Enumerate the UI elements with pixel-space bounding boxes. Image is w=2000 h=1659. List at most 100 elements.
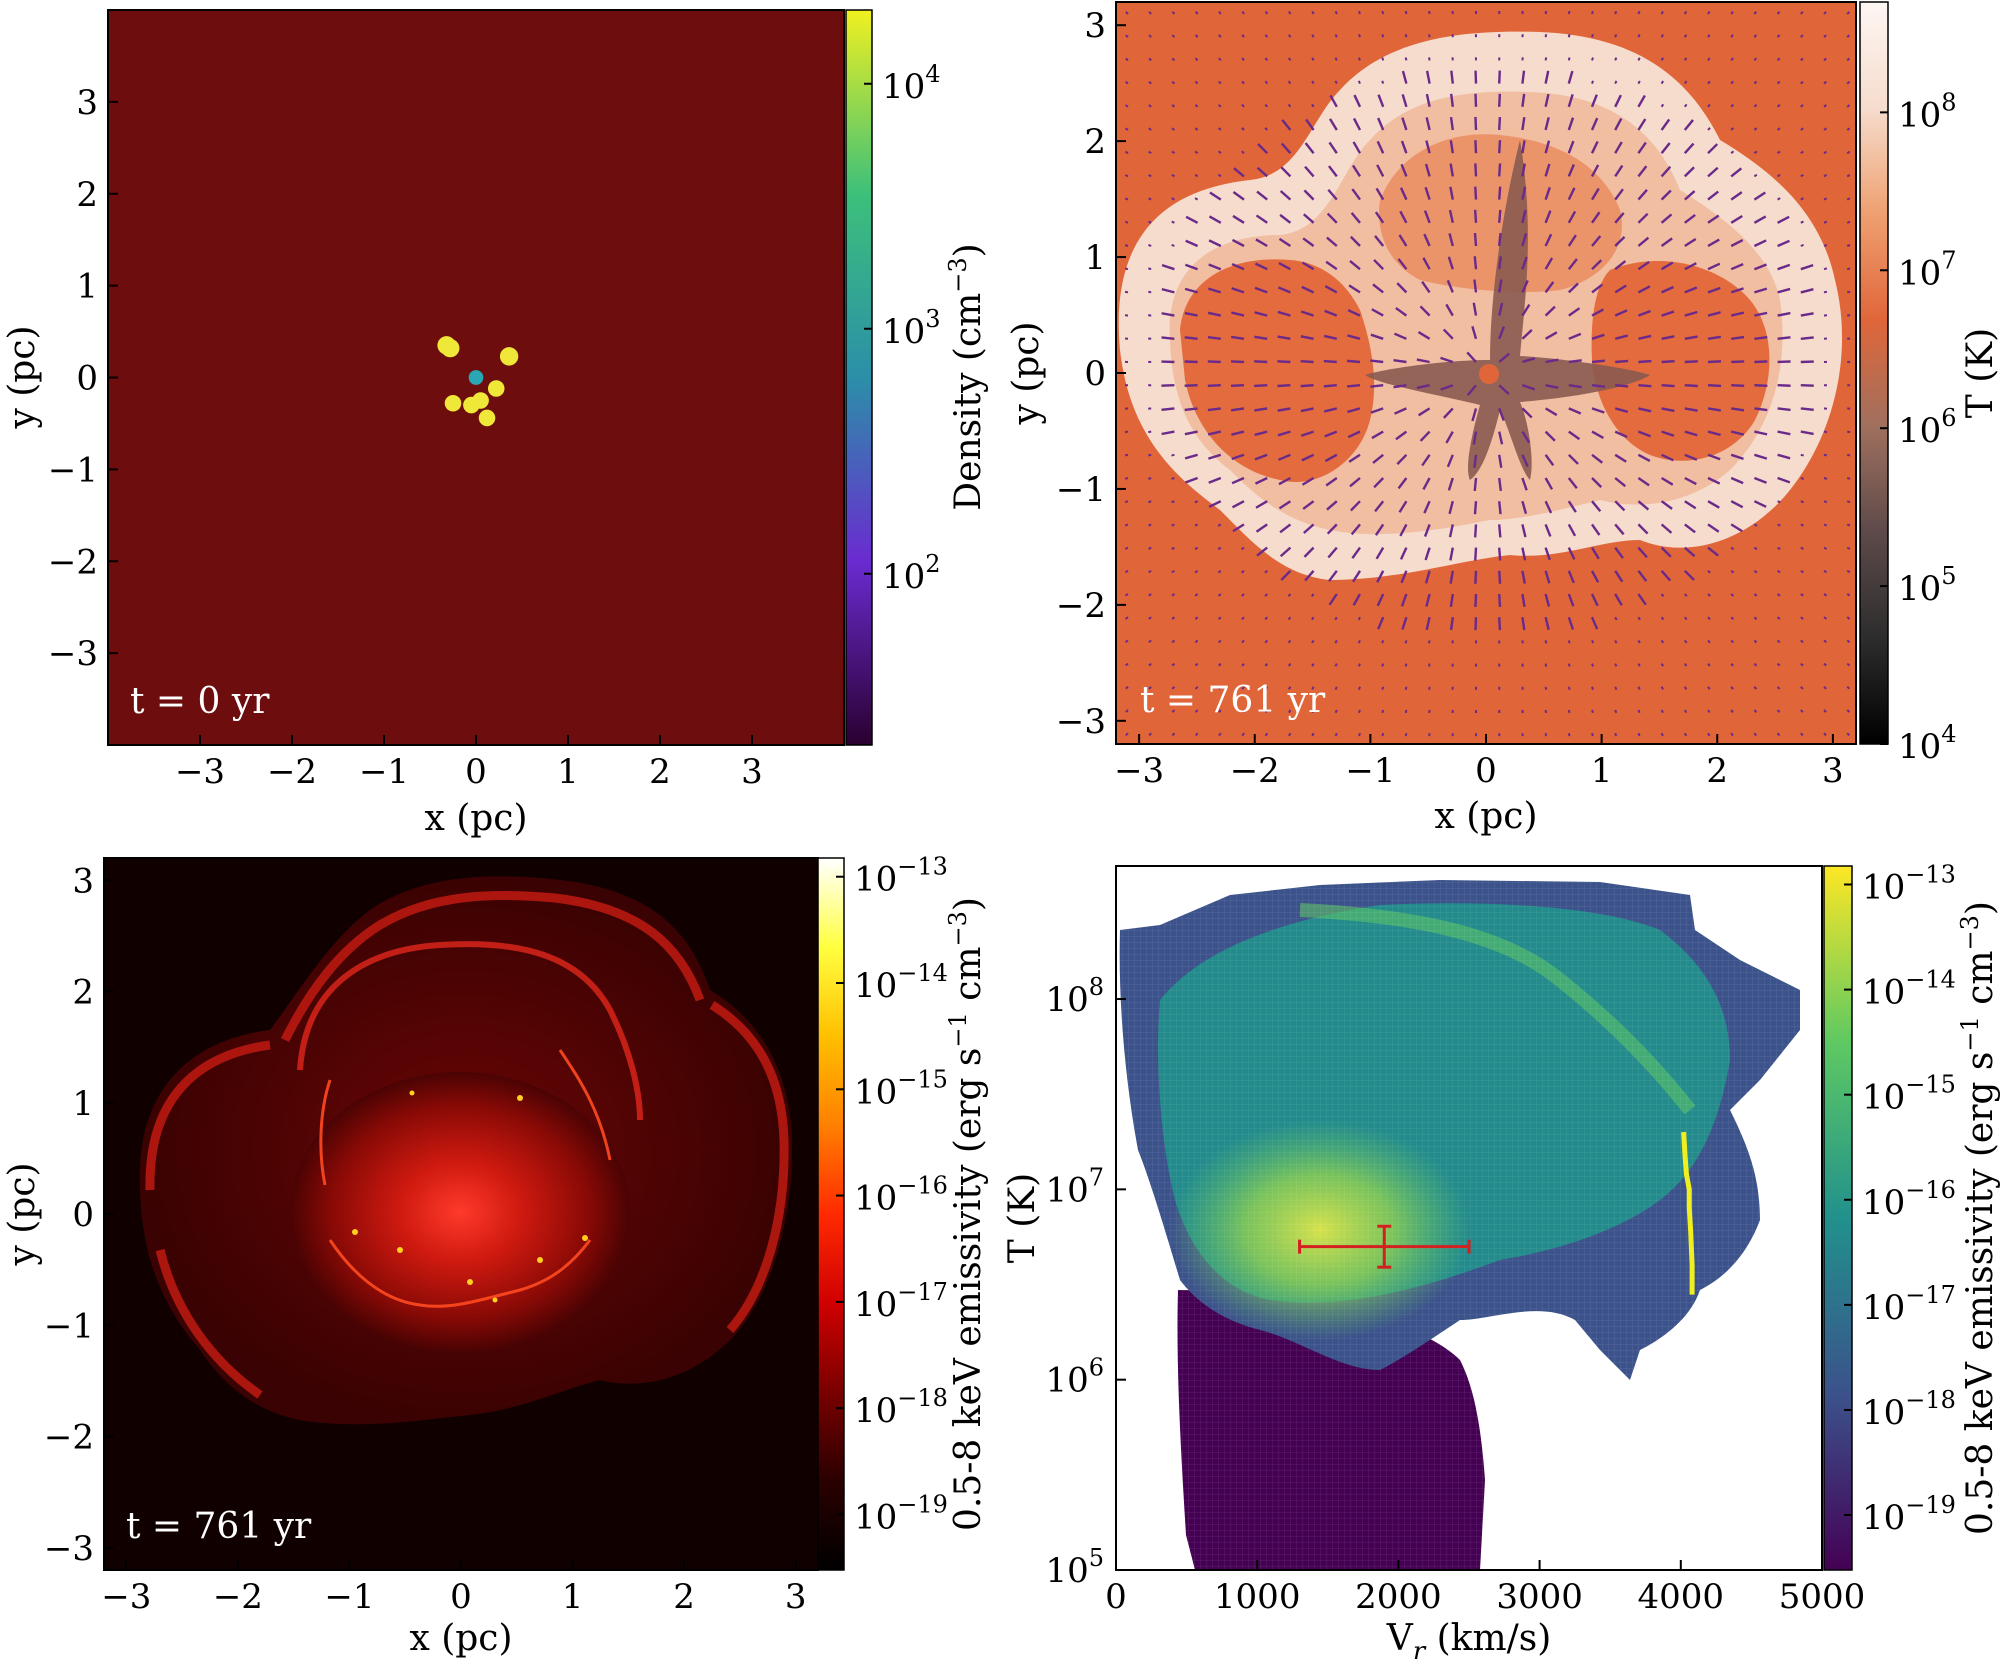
- velocity-arrow: [1544, 70, 1550, 84]
- velocity-arrow: [1171, 639, 1176, 644]
- velocity-arrow: [1637, 500, 1650, 511]
- velocity-arrow: [1399, 523, 1408, 537]
- velocity-arrow: [1638, 334, 1652, 340]
- velocity-arrow: [1754, 453, 1768, 460]
- velocity-arrow: [1445, 303, 1454, 317]
- velocity-arrow: [1207, 335, 1221, 340]
- velocity-arrow: [1449, 116, 1454, 131]
- p2-y-ticks: −3 −2 −1 0 1 2 3: [1056, 6, 1126, 742]
- velocity-arrow: [1351, 188, 1361, 201]
- p4-y-label: T (K): [1002, 1173, 1043, 1263]
- velocity-arrow: [1800, 34, 1804, 38]
- velocity-arrow: [1425, 93, 1431, 108]
- velocity-arrow: [1471, 408, 1478, 422]
- velocity-arrow: [1303, 213, 1315, 224]
- velocity-arrow: [1327, 165, 1338, 178]
- velocity-arrow: [1241, 662, 1245, 667]
- velocity-arrow: [1683, 166, 1695, 178]
- velocity-arrow: [1591, 640, 1595, 644]
- velocity-arrow: [1707, 335, 1722, 340]
- x-tick-label: 3: [785, 1577, 807, 1617]
- velocity-arrow: [1376, 593, 1385, 607]
- velocity-arrow: [1171, 593, 1175, 597]
- y-tick-label: −3: [48, 634, 98, 674]
- velocity-arrow: [1823, 523, 1828, 527]
- velocity-arrow: [1591, 259, 1603, 271]
- velocity-arrow: [1707, 214, 1720, 224]
- velocity-arrow: [1401, 616, 1408, 630]
- velocity-arrow: [1171, 523, 1175, 527]
- velocity-arrow: [1311, 10, 1315, 15]
- velocity-arrow: [1614, 284, 1627, 294]
- velocity-arrow: [1184, 311, 1198, 317]
- velocity-arrow: [1591, 235, 1602, 247]
- velocity-arrow: [1161, 312, 1175, 317]
- velocity-arrow: [1357, 686, 1361, 690]
- velocity-arrow: [1730, 127, 1735, 131]
- velocity-arrow: [1684, 593, 1688, 597]
- velocity-arrow: [1498, 70, 1501, 84]
- velocity-arrow: [1754, 360, 1768, 364]
- velocity-arrow: [1311, 663, 1315, 667]
- p2-y-label: y (pc): [1006, 321, 1047, 425]
- colorbar-tick-label: 10−18: [854, 1384, 948, 1431]
- velocity-arrow: [1800, 523, 1804, 527]
- velocity-arrow: [1233, 167, 1245, 178]
- velocity-arrow: [1730, 639, 1734, 644]
- velocity-arrow: [1800, 616, 1804, 620]
- velocity-arrow: [1326, 212, 1338, 224]
- velocity-arrow: [1590, 546, 1600, 560]
- density-clump: [441, 338, 460, 358]
- velocity-arrow: [1148, 11, 1152, 15]
- velocity-arrow: [1614, 500, 1626, 512]
- velocity-arrow: [1148, 244, 1152, 247]
- colorbar-tick-label: 10−13: [1862, 861, 1956, 908]
- velocity-arrow: [1846, 593, 1851, 597]
- velocity-arrow: [1194, 616, 1199, 620]
- velocity-arrow: [1208, 453, 1222, 460]
- velocity-arrow: [1395, 307, 1408, 317]
- velocity-arrow: [1325, 260, 1338, 271]
- y-tick-label: 2: [72, 973, 94, 1013]
- velocity-arrow: [1423, 233, 1431, 247]
- velocity-arrow: [1660, 142, 1671, 154]
- colorbar-tick-label: 10−17: [854, 1278, 948, 1325]
- density-clump: [487, 380, 505, 397]
- velocity-arrow: [1614, 141, 1623, 154]
- velocity-arrow: [1334, 639, 1338, 644]
- velocity-arrow: [1194, 546, 1199, 551]
- velocity-arrow: [1404, 686, 1408, 690]
- velocity-arrow: [1300, 384, 1314, 388]
- velocity-arrow: [1305, 118, 1315, 131]
- velocity-arrow: [1637, 260, 1650, 271]
- velocity-arrow: [1300, 407, 1314, 413]
- velocity-arrow: [1614, 709, 1618, 714]
- velocity-arrow: [1707, 238, 1720, 248]
- velocity-arrow: [1544, 686, 1548, 690]
- velocity-arrow: [1544, 663, 1548, 667]
- velocity-arrow: [1800, 57, 1804, 62]
- velocity-arrow: [1404, 732, 1408, 737]
- velocity-arrow: [1498, 617, 1502, 631]
- velocity-arrow: [1334, 57, 1338, 61]
- velocity-arrow: [1544, 547, 1551, 561]
- velocity-arrow: [1823, 616, 1828, 620]
- y-tick-label: −2: [1056, 586, 1106, 626]
- velocity-arrow: [1334, 616, 1338, 621]
- velocity-arrow: [1846, 104, 1851, 108]
- x-tick-label: 2000: [1355, 1577, 1442, 1617]
- velocity-arrow: [1521, 477, 1528, 491]
- velocity-arrow: [1171, 616, 1176, 620]
- velocity-arrow: [1241, 10, 1245, 15]
- velocity-arrow: [1425, 616, 1431, 631]
- velocity-arrow: [1777, 263, 1791, 271]
- velocity-arrow: [1372, 453, 1384, 464]
- velocity-arrow: [1846, 80, 1851, 85]
- velocity-arrow: [1776, 150, 1781, 154]
- velocity-arrow: [1614, 663, 1618, 667]
- velocity-arrow: [1591, 10, 1594, 15]
- velocity-arrow: [1208, 239, 1222, 248]
- velocity-arrow: [1353, 94, 1362, 108]
- p2-colorbar-label: T (K): [1960, 328, 2000, 418]
- velocity-arrow: [1800, 127, 1804, 131]
